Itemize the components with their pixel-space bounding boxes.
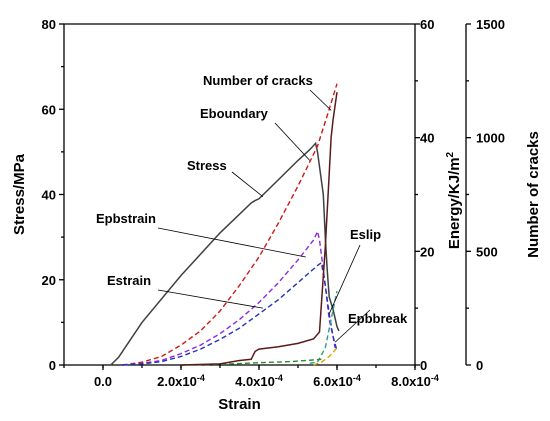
stress-tick-label: 60 xyxy=(42,102,56,117)
cracks-tick-label: 1500 xyxy=(476,17,505,32)
x-tick-label: 0.0 xyxy=(94,374,112,389)
stress-tick-label: 40 xyxy=(42,188,56,203)
series-layer xyxy=(110,83,340,366)
series-epbbreak-line xyxy=(313,347,338,366)
x-tick-label: 2.0x10-4 xyxy=(157,373,205,389)
energy-axis-title: Energy/KJ/m2 xyxy=(445,151,463,249)
annotation-stress: Stress xyxy=(187,158,227,173)
series-estrain-line xyxy=(122,261,338,366)
annotation-epbstrain: Epbstrain xyxy=(96,211,156,226)
cracks-axis-title: Number of cracks xyxy=(525,131,542,258)
leader-eslip xyxy=(328,244,361,315)
leader-number-of-cracks xyxy=(309,89,332,111)
energy-tick-label: 60 xyxy=(420,17,434,32)
annotation-eboundary: Eboundary xyxy=(200,106,269,121)
x-tick-label: 6.0x10-4 xyxy=(313,373,361,389)
stress-tick-label: 20 xyxy=(42,273,56,288)
series-eslip-line xyxy=(309,290,338,364)
annotation-number-of-cracks: Number of cracks xyxy=(203,73,313,88)
x-axis-title: Strain xyxy=(218,396,261,413)
series-number-of-cracks-line xyxy=(180,92,338,366)
annotation-epbbreak: Epbbreak xyxy=(348,311,408,326)
energy-tick-label: 40 xyxy=(420,131,434,146)
annotation-eslip: Eslip xyxy=(350,227,381,242)
leader-epbbreak xyxy=(334,309,371,343)
cracks-tick-label: 500 xyxy=(476,244,498,259)
series-stress-line xyxy=(110,141,340,366)
energy-tick-label: 0 xyxy=(420,358,427,373)
leader-eboundary xyxy=(274,122,310,161)
energy-tick-label: 20 xyxy=(420,244,434,259)
annotation-estrain: Estrain xyxy=(107,273,151,288)
cracks-tick-label: 0 xyxy=(476,358,483,373)
annotations: Number of cracks Eboundary Stress Epbstrain… xyxy=(96,73,408,343)
stress-tick-label: 0 xyxy=(49,358,56,373)
axes: 0.0 2.0x10-4 4.0x10-4 6.0x10-4 8.0x10-402040… xyxy=(11,17,542,413)
leader-estrain xyxy=(157,289,263,309)
series-epbstrain-line xyxy=(122,229,336,366)
x-tick-label: 8.0x10-4 xyxy=(391,373,439,389)
stress-tick-label: 80 xyxy=(42,17,56,32)
stress-axis-title: Stress/MPa xyxy=(11,153,28,235)
series-eboundary-line xyxy=(122,83,338,366)
x-tick-label: 4.0x10-4 xyxy=(235,373,283,389)
cracks-tick-label: 1000 xyxy=(476,131,505,146)
leader-stress xyxy=(231,171,264,197)
leader-epbstrain xyxy=(157,227,306,258)
